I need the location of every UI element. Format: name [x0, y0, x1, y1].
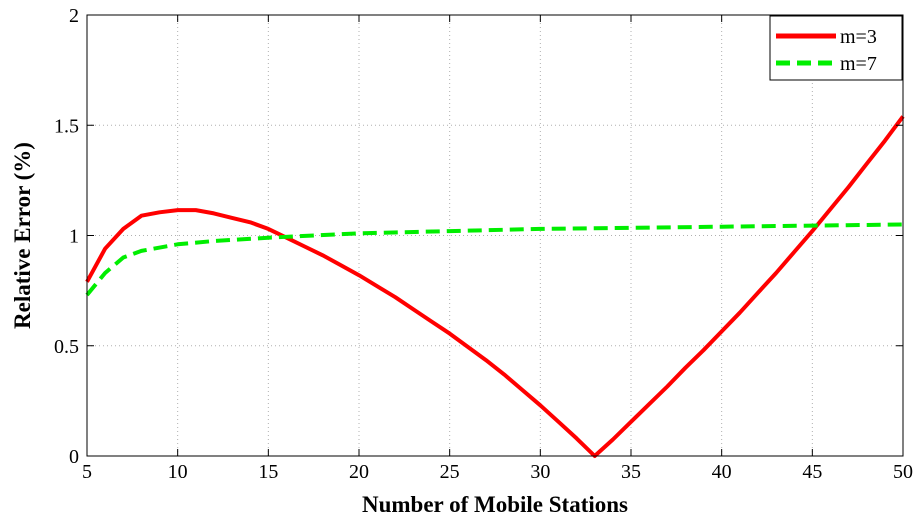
x-tick-label: 5 [82, 461, 92, 483]
series-layer [85, 115, 905, 458]
grid-lines [87, 15, 903, 456]
legend-label-m=7: m=7 [840, 53, 877, 75]
y-tick-label: 1.5 [54, 115, 79, 137]
x-tick-label: 10 [168, 461, 188, 483]
x-tick-label: 45 [802, 461, 822, 483]
y-tick-label: 2 [69, 5, 79, 27]
axis-ticks [86, 14, 904, 457]
x-tick-label: 20 [349, 461, 369, 483]
series-line-m=3 [85, 115, 905, 458]
y-tick-label: 1 [69, 226, 79, 248]
x-axis-label: Number of Mobile Stations [362, 492, 628, 517]
legend-box [769, 15, 903, 81]
legend: m=3m=7 [769, 15, 903, 81]
y-tick-label: 0 [69, 446, 79, 468]
x-tick-label: 50 [893, 461, 913, 483]
legend-label-m=3: m=3 [840, 26, 877, 48]
x-tick-label: 15 [258, 461, 278, 483]
y-tick-labels: 0 0.5 1 1.5 2 [54, 5, 79, 468]
y-axis-label: Relative Error (%) [10, 142, 35, 329]
x-tick-labels: 5 10 15 20 25 30 35 40 45 50 [82, 461, 913, 483]
x-tick-label: 25 [440, 461, 460, 483]
x-tick-label: 35 [621, 461, 641, 483]
y-tick-label: 0.5 [54, 336, 79, 358]
x-tick-label: 40 [712, 461, 732, 483]
series-line-m=7 [85, 222, 904, 297]
x-tick-label: 30 [530, 461, 550, 483]
